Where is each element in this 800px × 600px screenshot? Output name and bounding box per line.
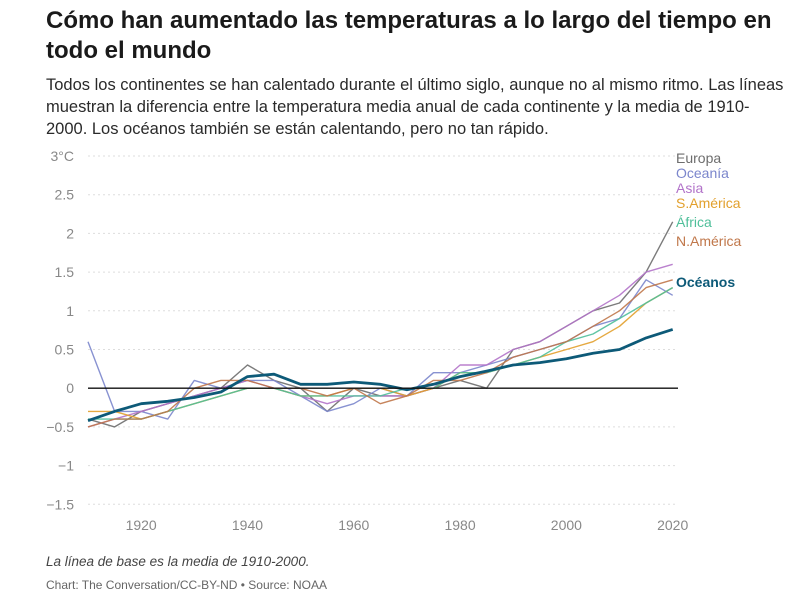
- legend-entry: N.América: [676, 233, 742, 249]
- chart-title: Cómo han aumentado las temperaturas a lo…: [46, 7, 772, 64]
- series-layer: [87, 221, 674, 428]
- y-tick-label: 1: [66, 303, 74, 319]
- y-tick-label: −1.5: [46, 496, 74, 512]
- legend-entry: Asia: [676, 180, 703, 196]
- y-tick-label: 3°C: [51, 148, 75, 164]
- axis-layer: −1.5 −1 −0.5 0 0.5 1 1.5 2 2.5 3°C 1920 1940 1960 198…: [46, 148, 688, 533]
- y-tick-label: −1: [58, 458, 74, 474]
- legend-entry: Océanos: [676, 274, 735, 290]
- y-tick-label: 0.5: [55, 341, 75, 357]
- legend-entry: Oceanía: [676, 165, 729, 181]
- x-tick-label: 1980: [444, 517, 475, 533]
- legend-entry: África: [676, 214, 712, 230]
- y-tick-label: 1.5: [55, 264, 75, 280]
- chart-subtitle: Todos los continentes se han calentado d…: [46, 76, 784, 138]
- baseline-note: La línea de base es la media de 1910-200…: [46, 554, 310, 569]
- x-tick-label: 2000: [551, 517, 582, 533]
- series-line: [87, 263, 673, 428]
- source-credit: Chart: The Conversation/CC-BY-ND • Sourc…: [46, 578, 327, 592]
- y-tick-label: 0: [66, 380, 74, 396]
- series-line: [88, 286, 674, 420]
- grid-layer: [88, 155, 678, 505]
- x-tick-label: 1920: [126, 517, 157, 533]
- line-chart: −1.5 −1 −0.5 0 0.5 1 1.5 2 2.5 3°C 1920 1940 1960 198…: [46, 148, 742, 533]
- series-line: [87, 279, 673, 428]
- series-line: [87, 328, 674, 423]
- y-tick-label: 2.5: [55, 187, 75, 203]
- legend-entry: S.América: [676, 195, 741, 211]
- y-tick-label: 2: [66, 225, 74, 241]
- x-tick-label: 1940: [232, 517, 263, 533]
- legend-entry: Europa: [676, 150, 721, 166]
- x-tick-label: 1960: [338, 517, 369, 533]
- x-tick-label: 2020: [657, 517, 688, 533]
- y-tick-label: −0.5: [46, 419, 74, 435]
